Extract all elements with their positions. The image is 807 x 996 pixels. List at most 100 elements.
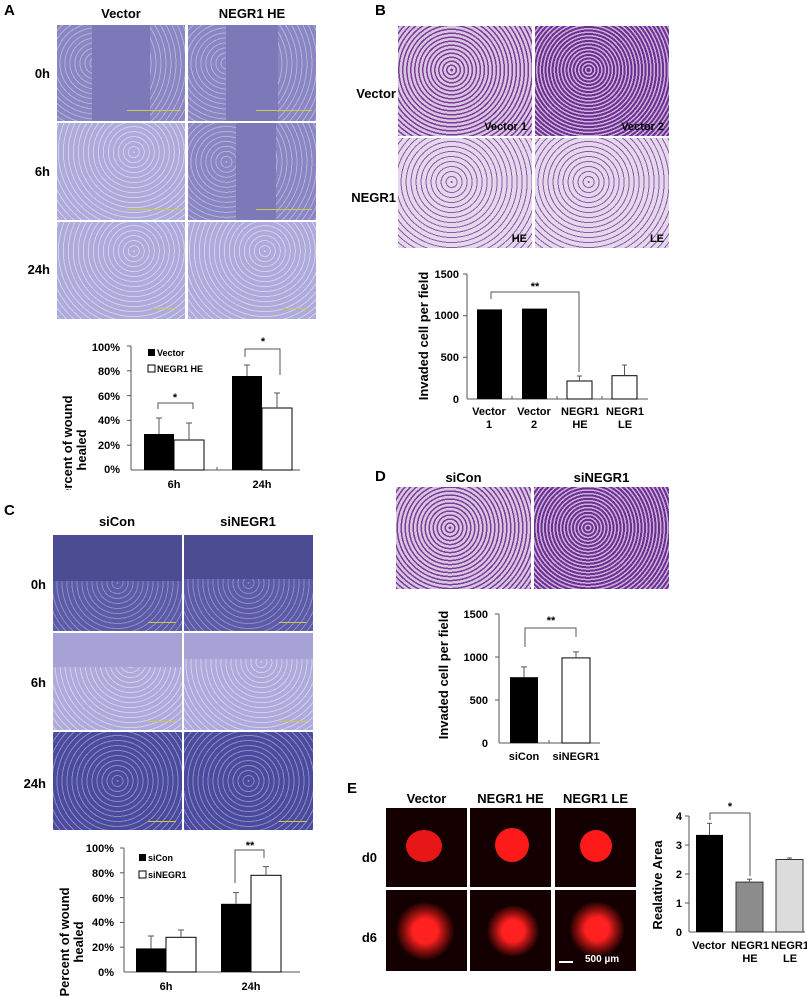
micrograph-a-negr1-0h (188, 25, 316, 121)
svg-text:*: * (261, 336, 266, 348)
panel-d-col-sinegr1: siNEGR1 (573, 470, 630, 485)
svg-text:HE: HE (572, 419, 587, 431)
micrograph-a-vector-0h (57, 25, 185, 121)
micrograph-c-sinegr1-6h (184, 633, 313, 730)
chart-a-ylabel: Percent of woundhealed (60, 395, 89, 490)
micrograph-c-sinegr1-0h (184, 535, 313, 631)
chart-c-wound-healing: Percent of woundhealed 0% 20% 40% 60% 80… (57, 840, 300, 996)
bar-c-sinegr1-6h (165, 936, 197, 973)
panel-a-row-6h: 6h (34, 164, 50, 179)
bar-d-sicon (510, 677, 538, 743)
panel-c-row-6h: 6h (30, 675, 46, 690)
svg-text:siCon: siCon (509, 751, 540, 763)
svg-text:1: 1 (486, 419, 492, 431)
svg-text:6h: 6h (160, 981, 173, 993)
svg-text:2: 2 (676, 869, 682, 881)
micrograph-d-sinegr1 (534, 487, 669, 589)
chart-a-legend: Vector NEGR1 HE (147, 348, 203, 374)
svg-text:LE: LE (783, 953, 797, 965)
svg-text:40%: 40% (92, 917, 114, 929)
chart-e-yticks: 0 1 2 3 4 (676, 811, 683, 939)
chart-a-wound-healing: Percent of woundhealed 0% 20% 40% 60% 80… (60, 336, 300, 490)
svg-text:NEGR1: NEGR1 (771, 940, 807, 952)
bar-a-vector-6h (144, 434, 174, 470)
panel-c-col-sinegr1: siNEGR1 (220, 514, 276, 529)
panel-label-b: B (375, 2, 386, 19)
svg-text:6h: 6h (168, 479, 181, 490)
bar-e-negr1-le (775, 859, 804, 933)
micrograph-c-sicon-24h (53, 732, 182, 830)
chart-b-invasion: Invaded cell per field 0 500 1000 1500 *… (416, 269, 648, 431)
bar-c-sicon-24h (221, 903, 251, 972)
svg-text:**: ** (547, 615, 556, 627)
svg-text:80%: 80% (98, 366, 120, 378)
svg-text:3: 3 (676, 840, 682, 852)
chart-d-invasion: Invaded cell per field 0 500 1000 1500 *… (436, 609, 600, 763)
svg-text:4: 4 (676, 811, 683, 823)
micrograph-b-negr1-le: LE (535, 138, 669, 248)
spheroid-e-negr1-he-d0 (470, 808, 551, 887)
bar-c-sinegr1-24h (250, 874, 282, 973)
scale-bar-icon (559, 961, 573, 963)
svg-text:**: ** (246, 840, 255, 852)
svg-text:1000: 1000 (464, 652, 488, 664)
micrograph-a-vector-24h (57, 222, 185, 319)
svg-text:60%: 60% (92, 893, 114, 905)
svg-text:Vector: Vector (472, 406, 506, 418)
svg-text:1500: 1500 (464, 609, 488, 621)
chart-a-yticks: 0% 20% 40% 60% 80% 100% (92, 342, 120, 476)
scale-bar-label: 500 µm (585, 954, 620, 965)
svg-text:0%: 0% (98, 967, 114, 979)
panel-a-col-vector: Vector (101, 6, 141, 21)
bar-a-negr1-24h (261, 407, 293, 471)
svg-text:1500: 1500 (435, 269, 459, 281)
panel-label-c: C (4, 502, 15, 519)
svg-text:100%: 100% (86, 843, 114, 855)
bar-e-vector (696, 834, 723, 932)
svg-text:NEGR1: NEGR1 (561, 406, 599, 418)
micrograph-c-sicon-0h (53, 535, 182, 631)
spheroid-e-negr1-he-d6 (470, 890, 551, 971)
svg-text:*: * (173, 392, 178, 404)
chart-e-ylabel: Realative Area (650, 840, 665, 930)
bar-c-sicon-6h (136, 948, 166, 972)
chart-d-ylabel: Invaded cell per field (436, 611, 451, 740)
svg-text:LE: LE (618, 419, 632, 431)
svg-text:Vector: Vector (157, 348, 185, 358)
svg-text:100%: 100% (92, 342, 120, 354)
svg-text:0: 0 (453, 394, 459, 406)
svg-text:500: 500 (470, 695, 488, 707)
panel-b-row-negr1: NEGR1 (351, 190, 396, 205)
panel-e-row-d0: d0 (361, 850, 377, 865)
svg-text:Vector: Vector (692, 940, 726, 952)
chart-e-relative-area: Realative Area 0 1 2 3 4 * Vector NEGR1H… (650, 801, 807, 965)
svg-text:Vector: Vector (517, 406, 551, 418)
bar-d-sinegr1 (561, 657, 591, 744)
svg-text:siNEGR1: siNEGR1 (552, 751, 599, 763)
micrograph-a-negr1-6h (188, 123, 316, 220)
svg-text:20%: 20% (98, 440, 120, 452)
bar-e-negr1-he (735, 881, 764, 933)
chart-c-ylabel: Percent of woundhealed (57, 887, 86, 996)
micrograph-b-negr1-he: HE (398, 138, 532, 248)
svg-text:24h: 24h (253, 479, 272, 490)
panel-label-a: A (4, 2, 15, 19)
svg-text:1000: 1000 (435, 310, 459, 322)
panel-b-row-vector: Vector (356, 86, 396, 101)
svg-text:80%: 80% (92, 868, 114, 880)
bar-b-vector2 (522, 308, 547, 399)
svg-text:24h: 24h (242, 981, 261, 993)
svg-text:0: 0 (676, 927, 682, 939)
spheroid-e-vector-d0 (386, 808, 467, 887)
svg-text:NEGR1: NEGR1 (731, 940, 769, 952)
micrograph-d-sicon (396, 487, 531, 589)
svg-text:NEGR1 HE: NEGR1 HE (157, 364, 203, 374)
bar-a-negr1-6h (173, 439, 205, 471)
panel-e-col-negr1-le: NEGR1 LE (562, 791, 628, 806)
svg-text:NEGR1: NEGR1 (606, 406, 644, 418)
bar-b-vector1 (477, 309, 502, 399)
svg-text:20%: 20% (92, 942, 114, 954)
panel-d-col-sicon: siCon (445, 470, 482, 485)
